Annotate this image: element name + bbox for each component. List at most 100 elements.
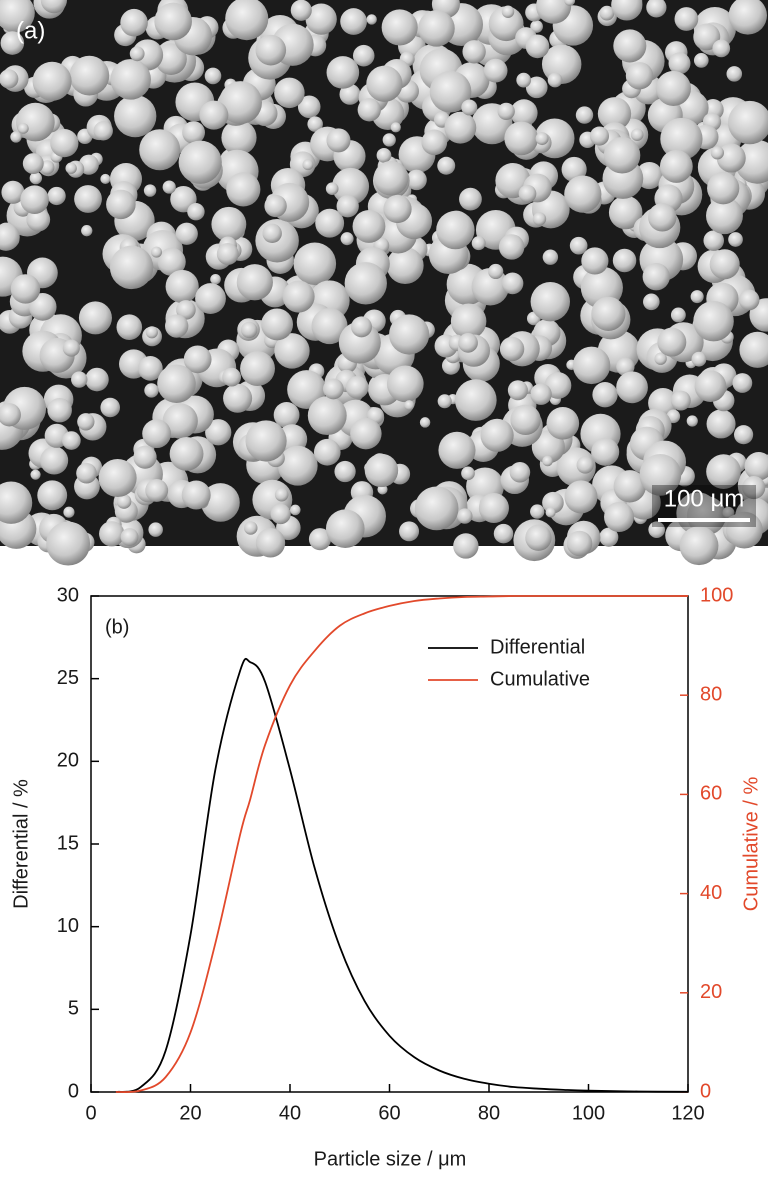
particle — [510, 404, 541, 436]
y-tick-label: 15 — [57, 832, 79, 854]
particle — [386, 365, 424, 403]
particle — [461, 466, 475, 481]
particle — [373, 160, 409, 196]
particle — [744, 452, 768, 481]
x-tick-label: 40 — [279, 1102, 301, 1124]
particle — [62, 339, 80, 357]
particle — [264, 194, 287, 218]
particle — [183, 345, 212, 374]
particle — [69, 55, 110, 96]
particle — [85, 367, 109, 392]
particle — [406, 169, 427, 191]
particle — [181, 480, 211, 510]
particle — [169, 436, 204, 471]
particle — [525, 524, 552, 551]
particle — [336, 195, 359, 218]
particle — [390, 122, 401, 133]
particle — [693, 300, 734, 342]
particle — [116, 494, 132, 509]
particle — [144, 383, 159, 398]
particle — [659, 150, 693, 183]
panel-label: (b) — [105, 616, 129, 638]
particle — [389, 314, 430, 355]
particle — [205, 419, 232, 446]
particle — [603, 137, 641, 174]
particle — [22, 153, 44, 174]
particle — [670, 390, 691, 411]
particle — [352, 209, 386, 243]
particle — [287, 370, 327, 409]
particle — [525, 76, 548, 99]
particle — [162, 403, 198, 439]
particle — [592, 382, 618, 408]
y-tick-label: 25 — [57, 667, 79, 689]
particle — [182, 121, 205, 144]
particle — [50, 128, 79, 158]
particle — [483, 58, 508, 83]
particle — [195, 283, 226, 314]
particle — [199, 100, 229, 130]
particle — [545, 507, 556, 518]
particle — [325, 182, 339, 196]
particle — [630, 128, 644, 142]
particle — [686, 496, 726, 536]
y2-axis-title: Cumulative / % — [740, 777, 762, 912]
particle — [429, 70, 472, 113]
particle — [10, 131, 22, 143]
particle — [493, 523, 514, 544]
particle — [444, 111, 477, 144]
particle — [154, 2, 192, 41]
particle — [143, 184, 157, 197]
particle — [165, 314, 189, 338]
particle — [16, 102, 55, 142]
particle — [670, 307, 686, 323]
particle — [100, 173, 111, 184]
particle — [289, 504, 301, 516]
particle — [707, 172, 740, 205]
particle — [674, 7, 699, 31]
particle — [542, 249, 559, 265]
particle — [245, 420, 287, 462]
particle — [742, 476, 766, 500]
particle — [386, 247, 424, 284]
particle — [40, 160, 55, 175]
particle — [222, 367, 242, 387]
particle — [536, 0, 572, 24]
particle — [639, 453, 682, 496]
particle — [340, 8, 367, 35]
particle — [0, 0, 35, 33]
particle — [0, 223, 20, 251]
particle — [566, 530, 593, 557]
particle — [274, 333, 310, 369]
particle — [366, 14, 377, 25]
particle — [157, 364, 196, 404]
y2-tick-label: 20 — [700, 981, 722, 1003]
particle — [381, 9, 418, 46]
particle — [569, 236, 588, 255]
particle — [129, 46, 145, 62]
particle — [414, 486, 459, 531]
particle — [694, 370, 727, 403]
particle — [581, 247, 609, 275]
particle — [106, 189, 136, 220]
particle — [732, 373, 753, 393]
particle — [419, 417, 431, 428]
particle — [453, 533, 479, 559]
y2-tick-label: 100 — [700, 584, 733, 606]
particle — [686, 415, 698, 427]
particle — [693, 23, 721, 51]
particle — [668, 52, 691, 75]
particle — [20, 185, 49, 214]
particle — [98, 458, 137, 498]
particle — [282, 280, 315, 313]
particle — [148, 522, 163, 537]
legend-label: Differential — [490, 636, 585, 658]
y2-tick-label: 40 — [700, 882, 722, 904]
particle — [504, 121, 539, 156]
particle — [525, 34, 550, 59]
particle — [244, 521, 258, 535]
particle — [597, 97, 632, 131]
particle — [0, 31, 25, 55]
particle — [739, 331, 768, 368]
particle — [120, 528, 139, 546]
